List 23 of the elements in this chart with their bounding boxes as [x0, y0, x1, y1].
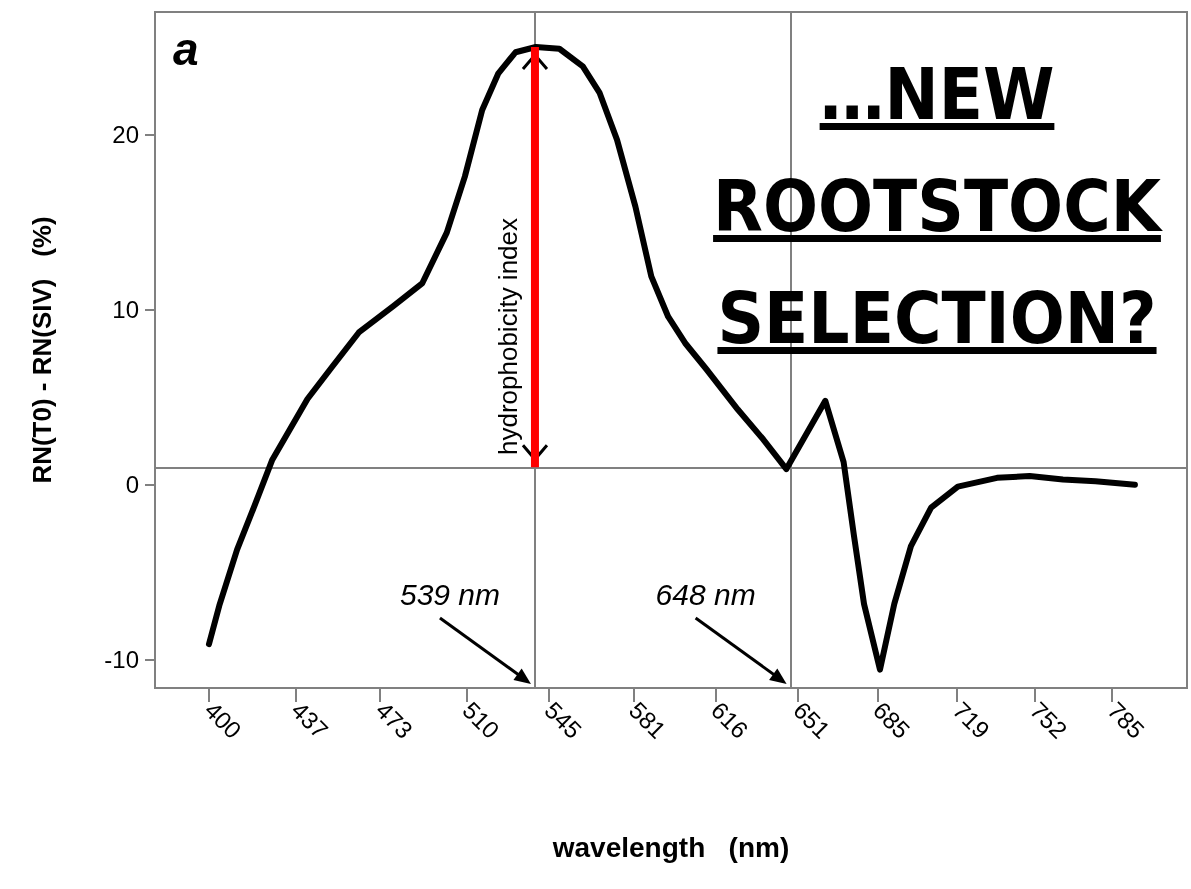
- annotation: hydrophobicity index: [493, 218, 525, 456]
- ref-line-label: 648 nm: [655, 578, 756, 612]
- ref-line-label: 539 nm: [399, 578, 501, 612]
- y-axis-title: RN(T0) - RN(SIV) (%): [27, 216, 57, 484]
- x-tick-label: 400: [199, 696, 247, 744]
- x-tick-label: 719: [947, 696, 995, 744]
- x-tick-label: 651: [788, 696, 836, 744]
- x-axis-title: wavelength (nm): [551, 831, 790, 863]
- x-tick-label: 581: [623, 696, 672, 744]
- y-tick-label: 20: [112, 121, 139, 149]
- x-tick-label: 545: [539, 696, 587, 744]
- x-tick-label: 752: [1025, 696, 1073, 744]
- x-tick-label: 685: [867, 696, 916, 744]
- annotation: …NEW ROOTSTOCK SELECTION?: [712, 51, 1164, 362]
- x-tick-label: 785: [1102, 696, 1150, 744]
- y-tick-label: -10: [104, 646, 139, 674]
- y-tick-label: 10: [112, 296, 139, 324]
- x-tick-label: 510: [457, 696, 505, 744]
- annotation: a: [173, 22, 199, 76]
- x-tick-label: 473: [370, 696, 419, 744]
- x-tick-label: 437: [286, 696, 334, 744]
- y-tick-label: 0: [125, 471, 139, 499]
- x-tick-label: 616: [706, 696, 754, 744]
